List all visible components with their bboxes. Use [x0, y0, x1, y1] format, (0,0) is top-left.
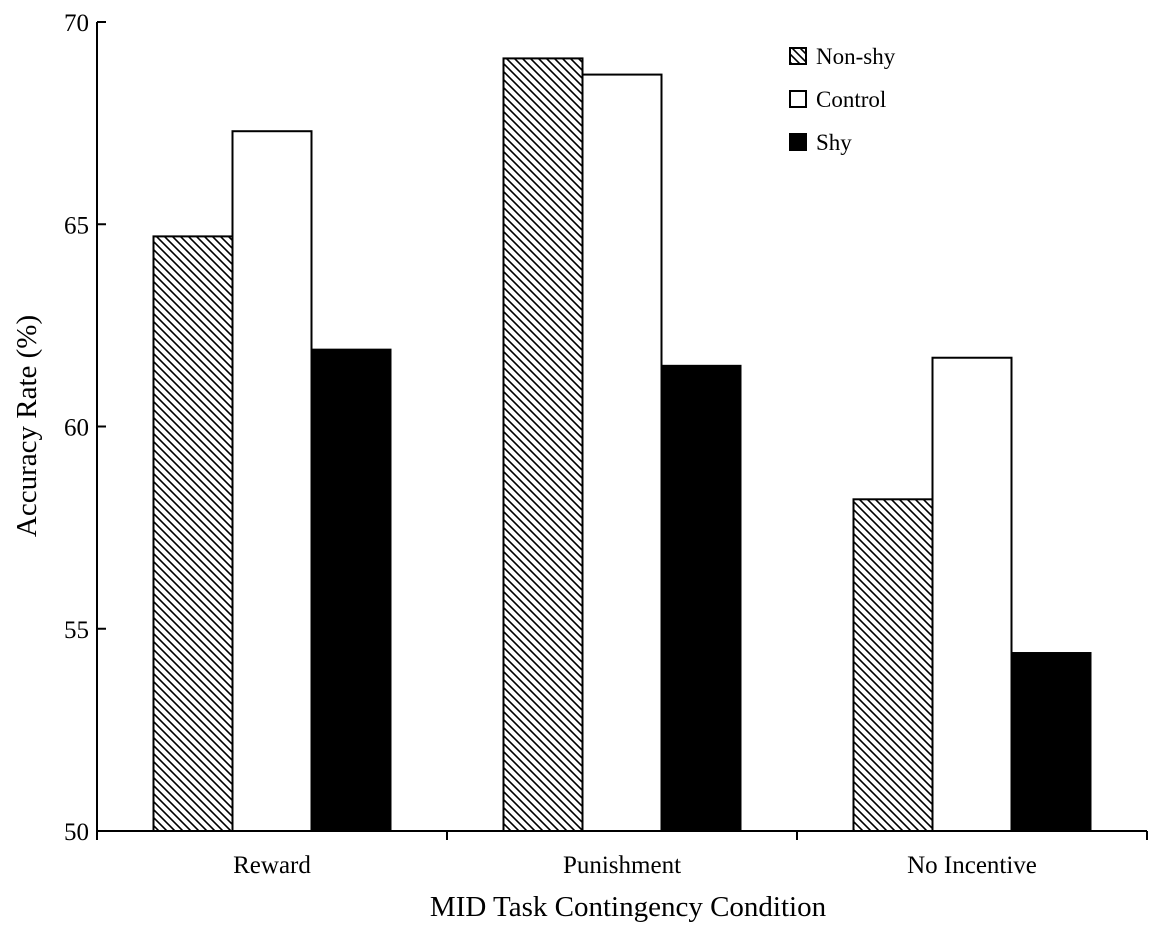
- legend-label: Control: [816, 87, 886, 112]
- plot-area: 50 55 60 65 70 Reward Punishment No Incentive No…: [64, 10, 1148, 879]
- y-axis-title: Accuracy Rate (%): [11, 315, 43, 537]
- bar-control: [231, 130, 313, 832]
- legend-swatch: [789, 90, 807, 108]
- bar-control: [931, 356, 1013, 832]
- bar-non-shy: [852, 498, 934, 832]
- bar-non-shy: [152, 235, 234, 832]
- bar-shy: [310, 348, 392, 832]
- x-tick-label: No Incentive: [907, 852, 1037, 879]
- x-axis-title: MID Task Contingency Condition: [430, 891, 827, 923]
- bar-shy: [1010, 652, 1092, 833]
- y-tick-label: 65: [64, 212, 89, 239]
- x-tick-label: Punishment: [563, 852, 681, 879]
- x-tick-label: Reward: [233, 852, 311, 879]
- legend-swatch: [789, 47, 807, 65]
- y-tick-label: 60: [64, 415, 89, 442]
- legend-swatch: [789, 133, 807, 151]
- bar-shy: [660, 364, 742, 832]
- y-tick-label: 50: [64, 819, 89, 846]
- bar-non-shy: [502, 57, 584, 832]
- y-tick-label: 70: [64, 10, 89, 37]
- legend-label: Shy: [816, 130, 852, 155]
- legend-label: Non-shy: [816, 44, 896, 69]
- bar-control: [581, 73, 663, 832]
- y-tick-label: 55: [64, 617, 89, 644]
